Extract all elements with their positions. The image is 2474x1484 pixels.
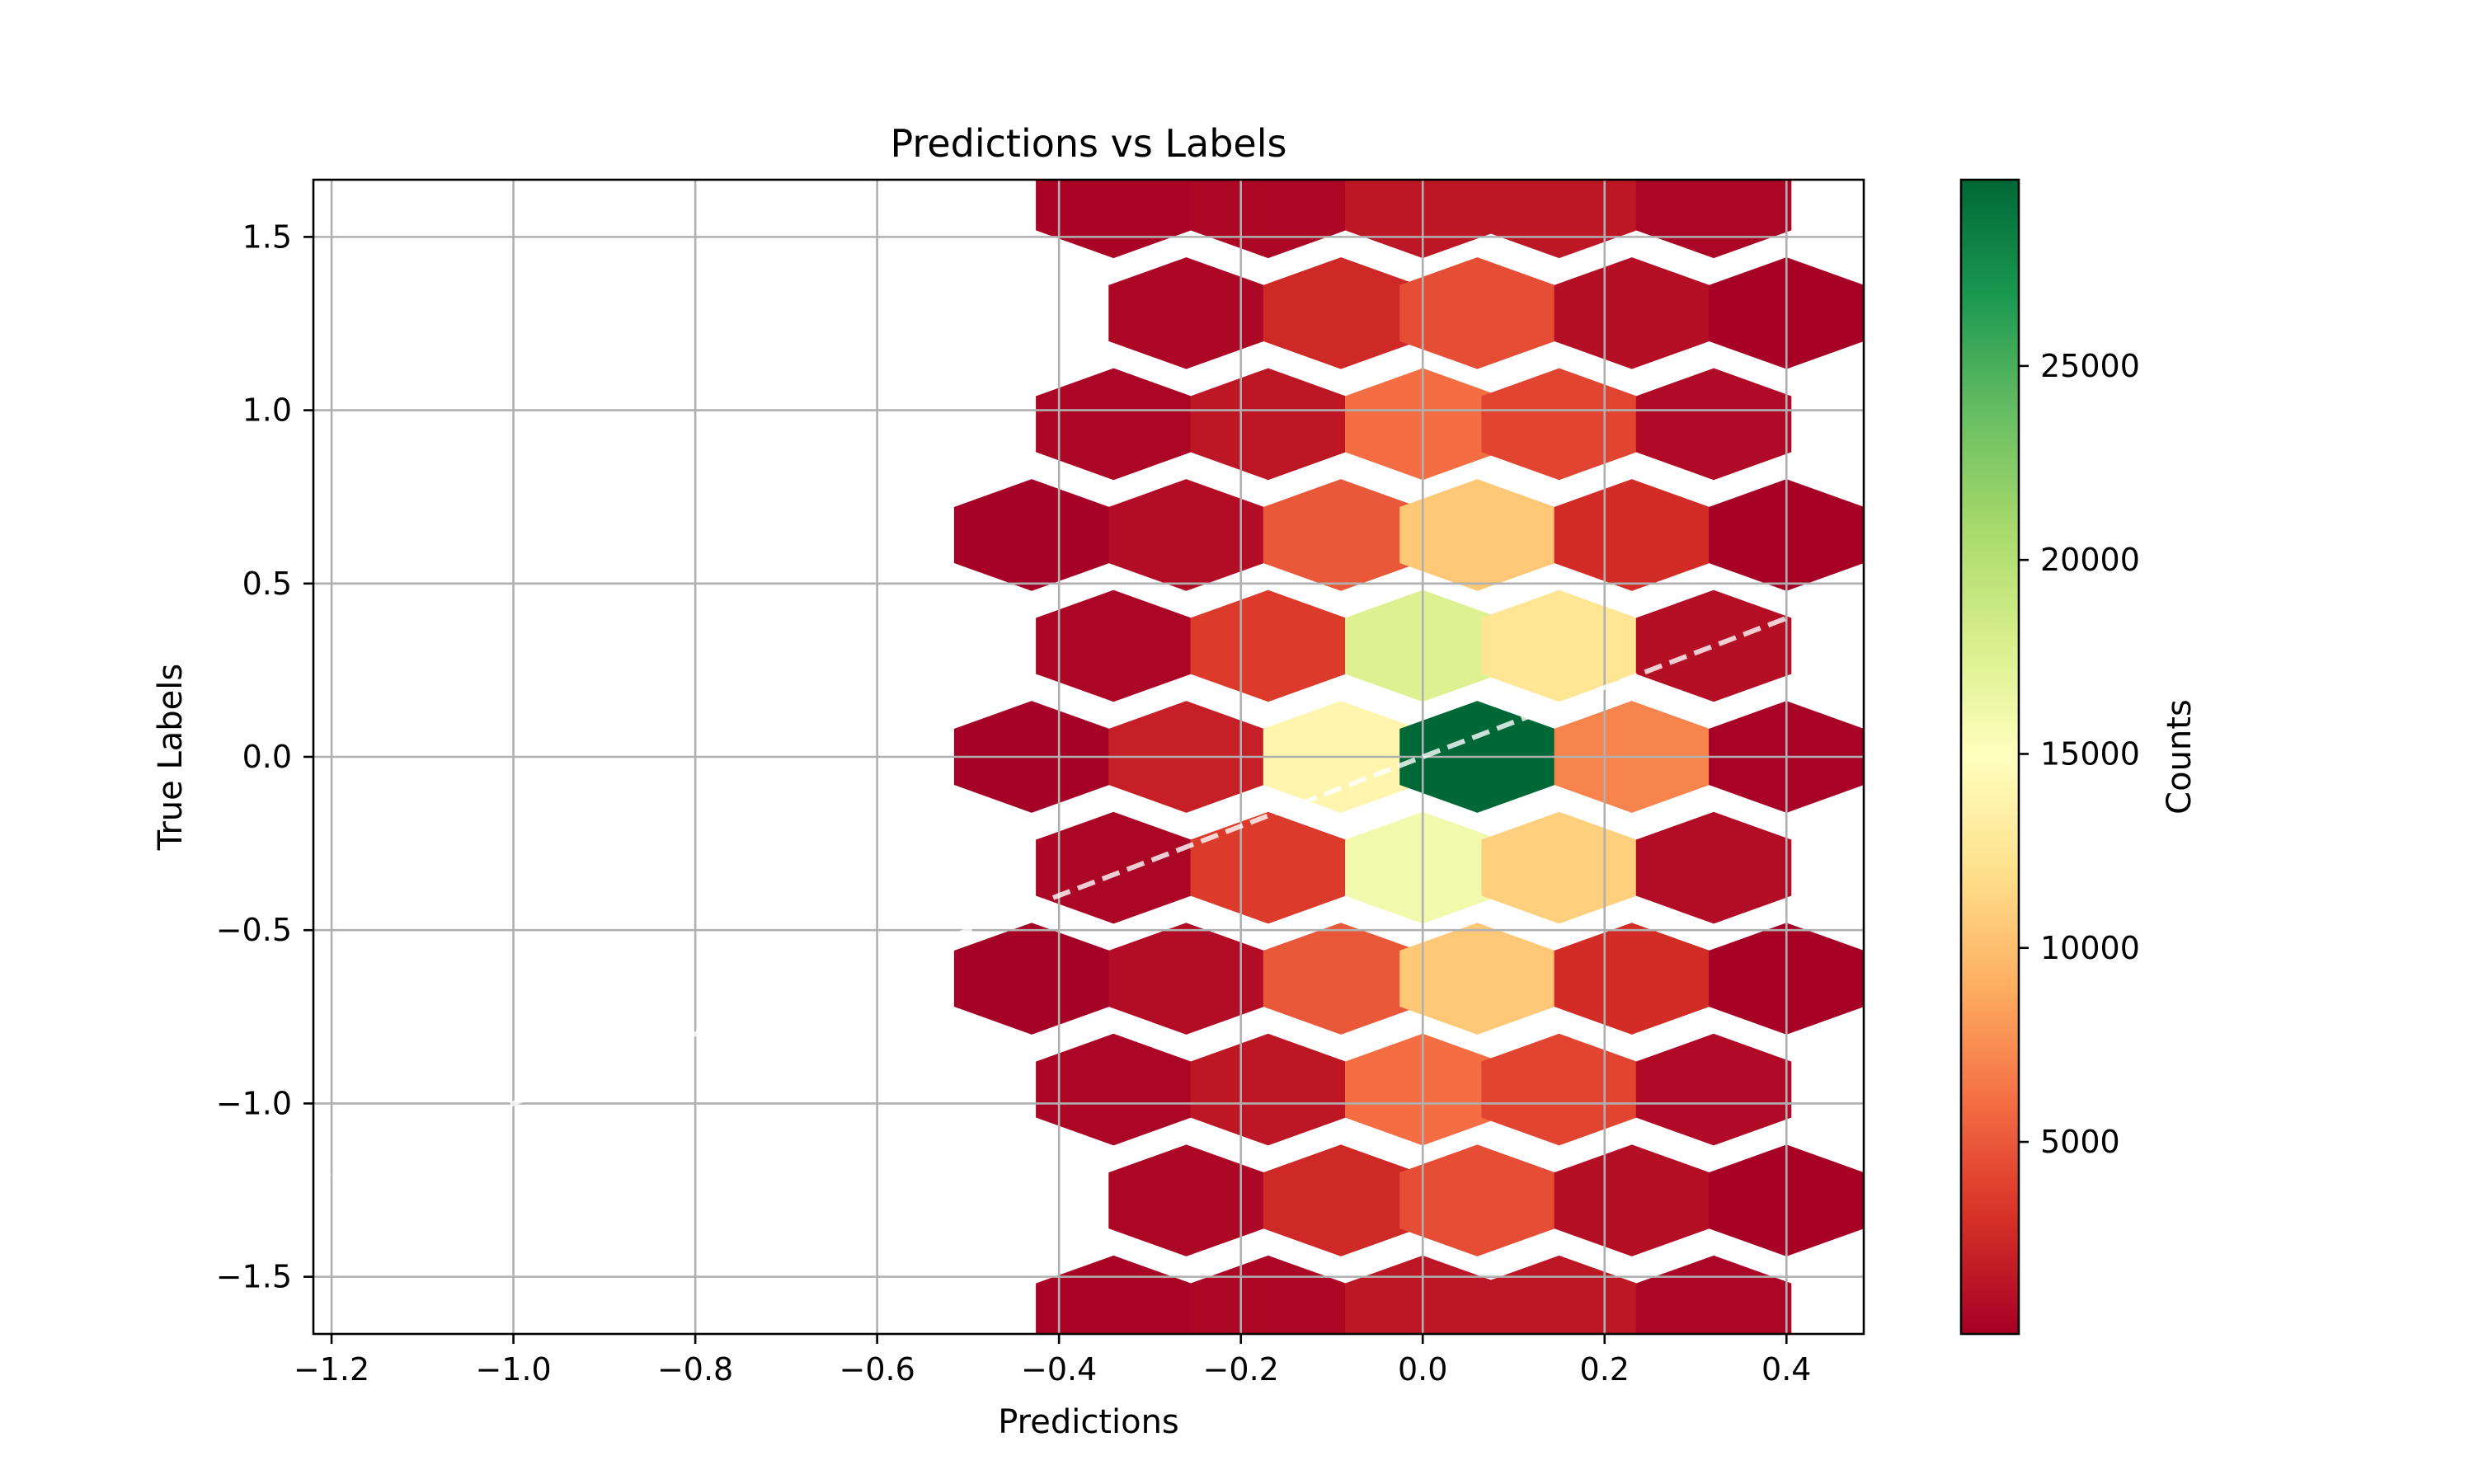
colorbar-ticks: 5000 10000 15000 20000 25000 [2019,348,2140,1160]
hexbin-cell [1635,368,1792,481]
hexbin-cell [1554,1144,1710,1256]
hexbin-cell [1481,180,1637,259]
hexbin-cell [1481,811,1637,924]
colorbar-tick-label: 15000 [2040,735,2140,772]
x-tick-label: −1.2 [294,1351,369,1388]
hexbin-cell [1481,1033,1637,1146]
hexbin-cell [1635,1033,1792,1146]
hexbin-cell [1554,923,1710,1035]
hexbin-cell [1190,1033,1346,1146]
colorbar-tick-label: 10000 [2040,930,2140,966]
hexbin-cell [1635,1255,1792,1334]
x-tick-label: 0.4 [1761,1351,1811,1388]
colorbar: 5000 10000 15000 20000 25000 Counts [1959,178,2199,1336]
y-axis-ticks: 1.5 1.0 0.5 0.0 −0.5 −1.0 −1.5 [216,218,313,1295]
hexbin-cell [1190,1255,1346,1334]
x-tick-label: −0.2 [1203,1351,1279,1388]
hexbin-cell [953,923,1110,1035]
hexbin-cell [1190,811,1346,924]
x-tick-label: −0.4 [1021,1351,1097,1388]
hexbin-cell [1190,368,1346,481]
y-tick-label: 0.5 [242,566,292,602]
hexbin-cell [1263,923,1419,1035]
hexbin-cell [1635,811,1792,924]
y-axis-label: True Labels [152,664,190,851]
hexbin-cell [1481,589,1637,702]
y-tick-label: −1.0 [216,1085,292,1121]
x-tick-label: −1.0 [475,1351,551,1388]
hexbin-cell [1554,257,1710,369]
hexbin-cell [953,479,1110,591]
hexbin-cell [1263,257,1419,369]
y-tick-label: −0.5 [216,912,292,948]
y-tick-label: −1.5 [216,1259,292,1295]
colorbar-gradient [1959,178,2020,1336]
hexbin-cell [1481,368,1637,481]
hexbin-cell [1554,479,1710,591]
hexbin-cell [1263,479,1419,591]
colorbar-label: Counts [2161,699,2199,815]
hexbin-cell [1635,180,1792,259]
x-tick-label: 0.2 [1580,1351,1630,1388]
hexbin-cell [1036,180,1192,259]
hexbin-cell [1190,589,1346,702]
hexbin-cell [1263,1144,1419,1256]
colorbar-tick-label: 25000 [2040,348,2140,384]
hexbin-cell [1481,1255,1637,1334]
hexbin-cell [1635,589,1792,702]
colorbar-tick-label: 5000 [2040,1124,2120,1160]
x-tick-label: −0.8 [657,1351,733,1388]
grid-lines [313,180,1864,1334]
chart-title: Predictions vs Labels [891,121,1287,166]
hexbin-cell [1190,180,1346,259]
y-tick-label: 0.0 [242,739,292,775]
y-tick-label: 1.5 [242,218,292,255]
plot-area [312,178,1865,1336]
x-axis-ticks: −1.2 −1.0 −0.8 −0.6 −0.4 −0.2 0.0 0.2 0.4 [294,1334,1811,1388]
x-tick-label: −0.6 [839,1351,915,1388]
x-tick-label: 0.0 [1398,1351,1447,1388]
colorbar-tick-label: 20000 [2040,542,2140,578]
x-axis-label: Predictions [998,1403,1179,1441]
y-tick-label: 1.0 [242,392,292,429]
